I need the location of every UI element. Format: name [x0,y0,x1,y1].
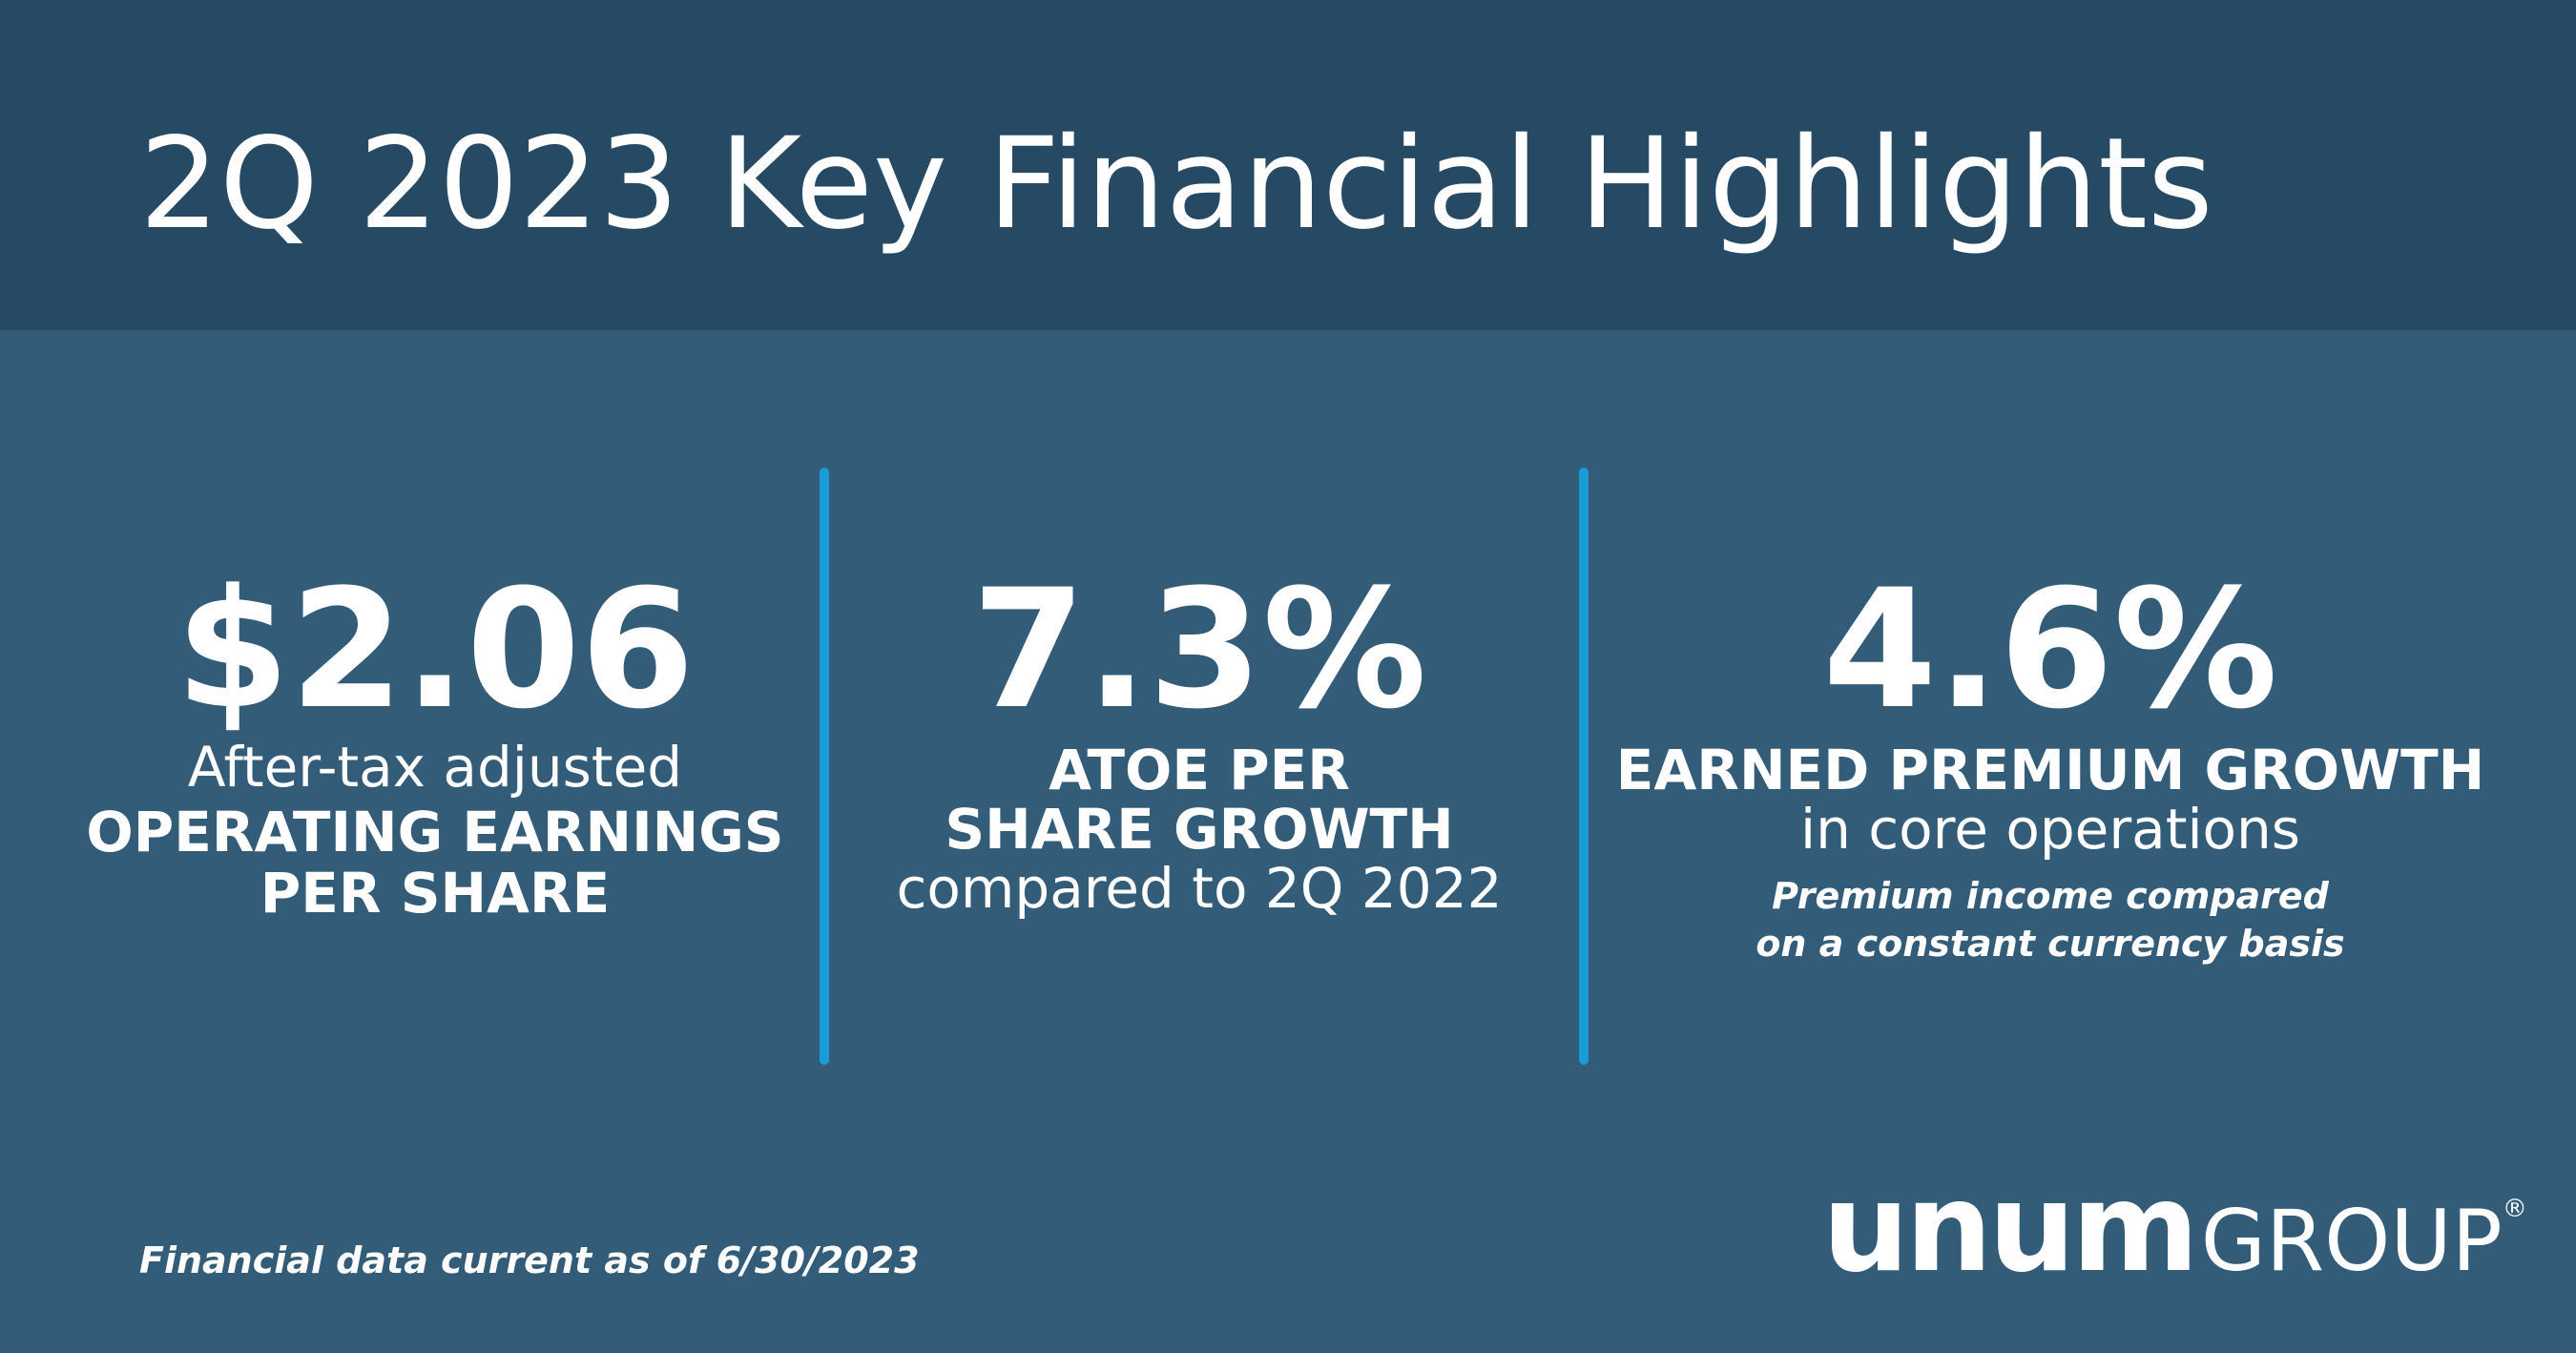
divider [820,468,829,1065]
highlight-caption: on a constant currency basis [1755,923,2344,965]
highlight-caption: Premium income compared [1772,875,2330,917]
highlight-value: $2.06 [176,553,695,745]
highlight-caption: EARNED PREMIUM GROWTH [1616,738,2484,802]
highlight-caption: PER SHARE [260,861,610,926]
logo-brand: unum [1822,1157,2195,1300]
highlight-value: 7.3% [971,553,1426,745]
highlight-caption: compared to 2Q 2022 [897,856,1503,921]
highlight-caption: After-tax adjusted [188,735,682,800]
logo-group: GROUP [2201,1192,2503,1290]
title: 2Q 2023 Key Financial Highlights [139,111,2213,258]
logo-mark: ® [2503,1195,2527,1223]
highlight-caption: SHARE GROWTH [945,797,1453,862]
highlight-caption: OPERATING EARNINGS [86,800,783,864]
logo: unumGROUP® [1822,1157,2527,1300]
footnote: Financial data current as of 6/30/2023 [139,1239,920,1281]
divider [1579,468,1589,1065]
highlight-caption: ATOE PER [1049,738,1350,802]
header-band [0,0,2576,330]
highlight-value: 4.6% [1822,553,2277,745]
highlight-caption: in core operations [1800,797,2300,862]
